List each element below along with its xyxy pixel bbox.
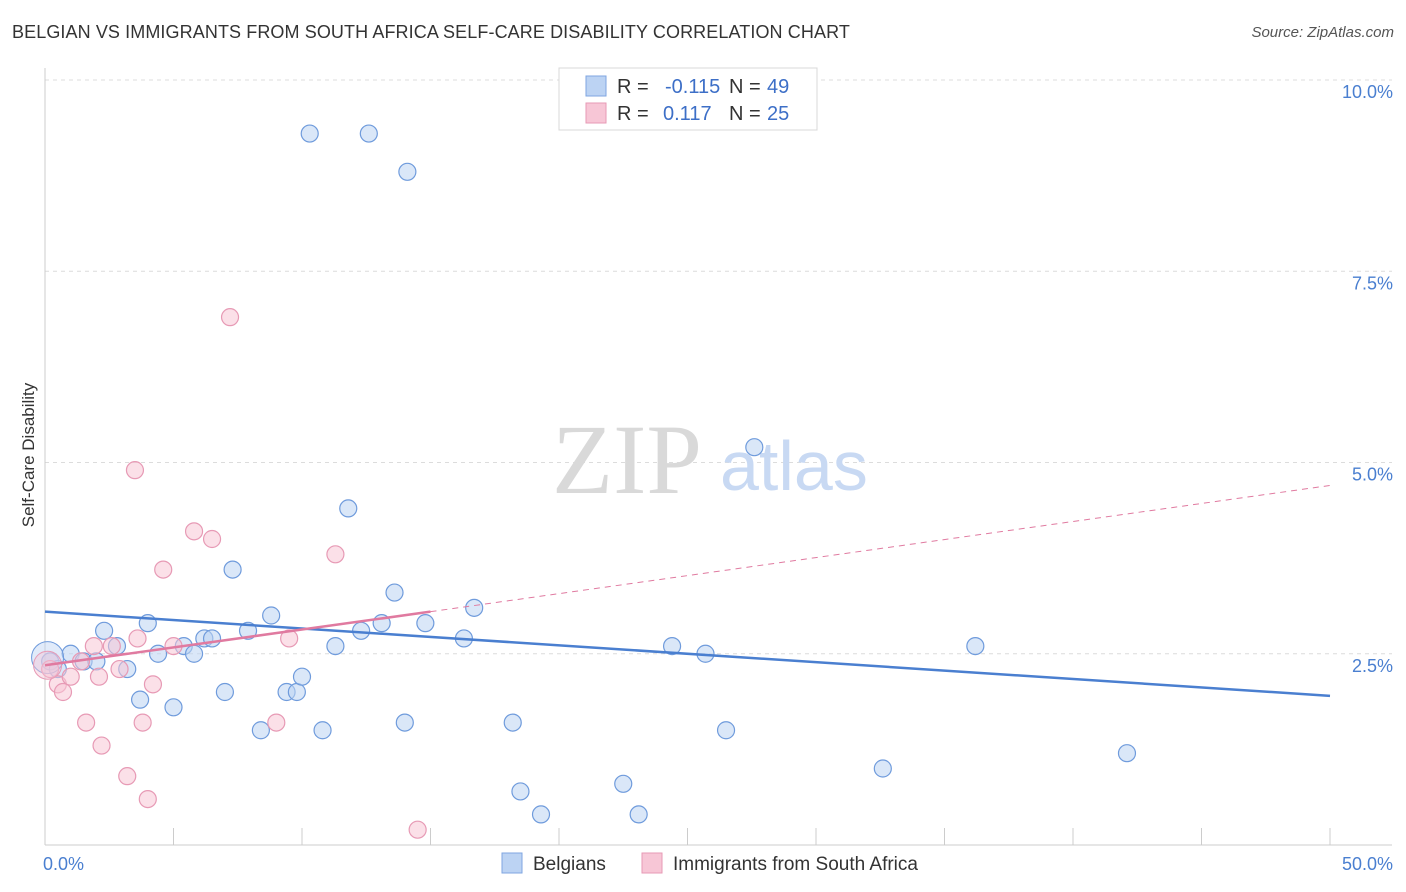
belgians-point [359,124,378,143]
belgians-point [531,805,551,824]
south-africa-point [125,461,145,480]
belgians-point [1117,744,1137,763]
bottom-legend-swatch-belgians [501,852,523,874]
belgians-point [95,621,114,640]
legend: R = -0.115 N = 49 R = 0.117 N = 25 [558,67,818,131]
belgians-point [292,667,312,686]
south-africa-point [133,713,152,732]
trend-line-south-africa-extension [430,484,1331,613]
legend-n-value-south-africa: 25 [767,103,789,125]
belgians-point [87,652,106,671]
x-tick-label-max: 50.0% [1342,854,1393,874]
y-axis-label: Self-Care Disability [19,382,38,527]
y-tick-label: 2.5% [1352,656,1393,676]
belgians-point [130,690,150,709]
legend-r-value-belgians: -0.115 [665,76,720,98]
bottom-legend-swatch-south-africa [641,852,663,874]
legend-swatch-belgians [585,75,607,97]
belgians-point [215,682,234,702]
south-africa-point [220,308,240,327]
belgians-point [398,162,417,181]
belgians-point [465,598,484,617]
legend-n-label-south-africa: N = [729,103,761,125]
belgians-point [966,636,985,656]
legend-r-label-south-africa: R = [617,103,649,125]
y-tick-label: 10.0% [1342,82,1393,102]
series-south-africa [33,308,427,839]
belgians-point [385,583,404,602]
south-africa-point [118,767,137,786]
south-africa-point [128,629,147,648]
belgians-point [614,774,633,793]
south-africa-point [84,636,103,656]
legend-n-label-belgians: N = [729,76,761,98]
south-africa-point [267,713,286,732]
belgians-point [287,682,306,702]
axes: 2.5% 5.0% 7.5% 10.0% 0.0% 50.0% [43,68,1393,874]
belgians-point [164,698,183,717]
legend-r-value-south-africa: 0.117 [663,103,712,125]
south-africa-point [92,736,111,755]
south-africa-point [53,682,73,702]
legend-n-value-belgians: 49 [767,76,789,98]
south-africa-point [89,667,109,686]
south-africa-point [110,659,129,679]
belgians-point [262,606,281,625]
bottom-legend-label-south-africa: Immigrants from South Africa [673,854,918,875]
belgians-point [873,759,892,778]
belgians-point [662,636,682,656]
belgians-point [184,644,204,663]
belgians-point [238,621,258,640]
south-africa-point [143,675,163,694]
belgians-point [511,782,530,801]
south-africa-point [138,789,157,809]
trend-lines [44,484,1331,698]
south-africa-point [202,529,222,549]
source-label: Source: ZipAtlas.com [1251,24,1394,41]
belgians-point [202,629,222,648]
bottom-legend-label-belgians: Belgians [533,854,606,875]
belgians-point [339,499,358,518]
legend-swatch-south-africa [585,102,607,124]
belgians-point [745,438,764,457]
trend-line-south-africa [44,610,431,667]
south-africa-point [280,629,299,648]
legend-r-label-belgians: R = [617,76,649,98]
south-africa-point [61,667,80,686]
belgians-point [395,713,414,732]
watermark-zip: ZIP [552,404,702,515]
south-africa-point [77,713,96,732]
belgians-point [313,721,332,740]
belgians-point [251,721,270,740]
grid [45,79,1392,655]
belgians-point [503,713,522,732]
y-tick-label: 5.0% [1352,465,1393,485]
south-africa-point [154,560,173,579]
belgians-point [629,805,648,824]
belgians-point [326,636,345,656]
y-tick-label: 7.5% [1352,273,1393,293]
south-africa-point [184,522,204,541]
south-africa-point [408,820,427,839]
belgians-point [416,614,435,633]
watermark-atlas: atlas [720,427,868,505]
south-africa-point [102,636,121,656]
x-tick-label-min: 0.0% [43,854,84,874]
bottom-legend: Belgians Immigrants from South Africa [501,852,918,875]
chart-title: BELGIAN VS IMMIGRANTS FROM SOUTH AFRICA … [12,22,850,42]
trend-line-belgians [44,610,1331,698]
belgians-point [300,124,319,143]
south-africa-point [326,545,345,564]
belgians-point [223,560,242,579]
belgians-point [716,721,736,740]
